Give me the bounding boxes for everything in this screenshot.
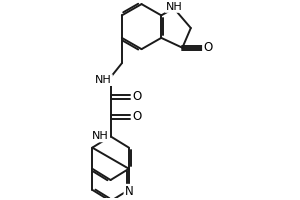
Text: O: O — [133, 110, 142, 123]
Text: NH: NH — [92, 131, 109, 141]
Text: NH: NH — [95, 75, 112, 85]
Text: O: O — [203, 41, 212, 54]
Text: N: N — [124, 185, 133, 198]
Text: O: O — [133, 90, 142, 103]
Text: NH: NH — [166, 2, 182, 12]
